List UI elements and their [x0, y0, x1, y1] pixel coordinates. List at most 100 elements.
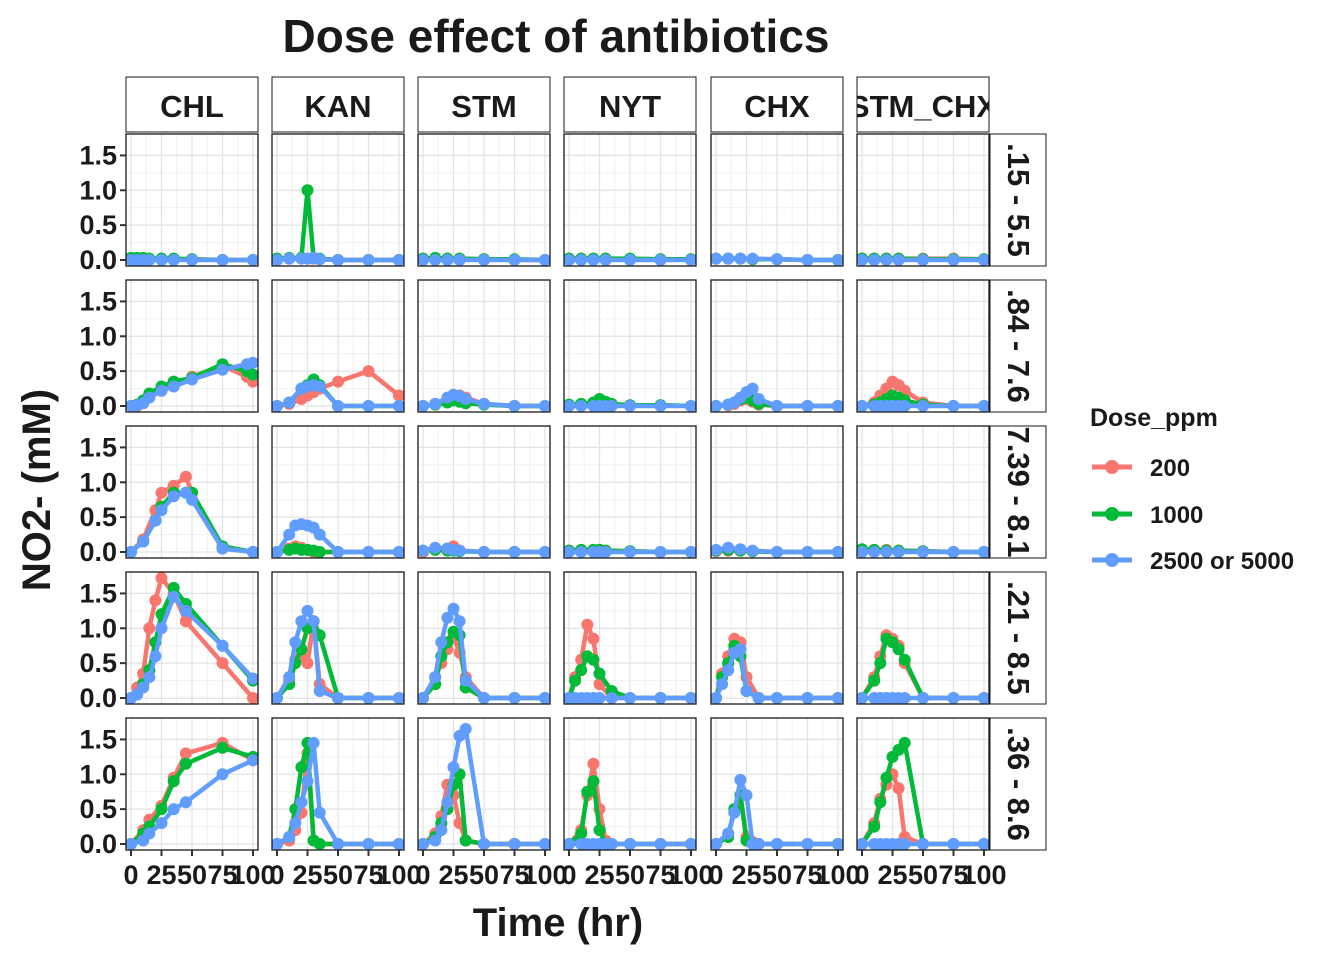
series-line: [275, 608, 399, 701]
column-strip: STM: [417, 76, 551, 133]
data-point: [575, 400, 588, 412]
data-point: [441, 796, 454, 809]
facet-panel: [710, 717, 844, 851]
data-point: [539, 692, 550, 704]
data-point: [155, 572, 168, 585]
facet-panel: [563, 133, 697, 267]
data-point: [453, 254, 466, 266]
panel-border: [710, 279, 844, 413]
data-point: [978, 546, 989, 558]
data-point: [539, 838, 550, 850]
legend-label: 1000: [1150, 502, 1203, 529]
legend-label: 200: [1150, 455, 1190, 482]
panel-border: [417, 279, 551, 413]
facet-panel: [710, 571, 844, 705]
data-point: [734, 543, 747, 556]
row-strip-box: [989, 571, 1047, 705]
x-tick-label: 100: [376, 860, 421, 890]
data-point: [746, 382, 759, 395]
data-point: [179, 615, 192, 628]
data-point: [167, 254, 180, 266]
x-tick-label: 100: [961, 860, 1006, 890]
row-strip-box: [989, 425, 1047, 559]
panel-series: [272, 518, 404, 558]
row-strip-box: [989, 279, 1047, 413]
data-point: [301, 604, 314, 617]
panel-series: [126, 470, 258, 558]
data-point: [685, 254, 696, 266]
data-point: [857, 400, 868, 412]
panel-border: [125, 133, 259, 267]
data-point: [167, 590, 180, 603]
y-tick-label: 0.0: [79, 829, 117, 859]
data-point: [313, 838, 326, 850]
row-strip-label-wrap: 7.39 - 8.1: [1001, 427, 1036, 558]
row-strip-label: .15 - 5.5: [1001, 143, 1036, 257]
panel-series: [564, 618, 696, 704]
data-point: [155, 384, 168, 397]
data-point: [898, 838, 911, 850]
data-point: [654, 400, 667, 412]
data-point: [295, 615, 308, 628]
data-point: [301, 184, 314, 197]
legend-key-point: [1105, 507, 1119, 521]
data-point: [478, 838, 490, 850]
data-point: [283, 396, 296, 409]
column-strip-box: [710, 76, 844, 133]
row-strip-label-wrap: .36 - 8.6: [1001, 727, 1036, 841]
data-point: [418, 692, 429, 704]
data-point: [332, 375, 344, 388]
x-tick-label: 75: [353, 860, 383, 890]
data-point: [711, 838, 722, 850]
data-point: [722, 541, 735, 554]
data-point: [508, 546, 521, 558]
y-tick-label: 1.5: [79, 140, 117, 170]
panel-series: [126, 736, 258, 850]
data-point: [179, 470, 192, 483]
data-point: [272, 692, 283, 704]
data-point: [581, 785, 594, 798]
data-point: [587, 653, 600, 666]
data-point: [362, 692, 375, 704]
data-point: [362, 254, 375, 266]
facet-panel: [856, 571, 990, 705]
y-tick-label: 1.0: [79, 321, 117, 351]
x-tick-label: 100: [522, 860, 567, 890]
data-point: [575, 827, 588, 840]
data-point: [247, 754, 258, 767]
data-point: [272, 838, 283, 850]
column-strip: CHL: [125, 76, 259, 133]
data-point: [624, 254, 636, 266]
column-strip: KAN: [271, 76, 405, 133]
data-point: [832, 692, 843, 704]
y-axis-label: NO2- (mM): [15, 389, 59, 591]
column-strip-box: [856, 76, 990, 133]
data-point: [143, 254, 156, 266]
data-point: [587, 632, 600, 645]
panel-border: [563, 279, 697, 413]
data-point: [624, 838, 636, 850]
data-point: [393, 254, 404, 266]
data-point: [307, 736, 320, 749]
y-tick-label: 0.5: [79, 794, 117, 824]
row-strip-box: [989, 133, 1047, 267]
data-point: [654, 254, 667, 266]
x-tick-label: 25: [584, 860, 614, 890]
data-point: [801, 692, 814, 704]
data-point: [898, 653, 911, 666]
data-point: [179, 796, 192, 809]
y-tick-label: 0.0: [79, 391, 117, 421]
column-strip-label: KAN: [304, 89, 371, 124]
panel-series: [418, 388, 550, 412]
data-point: [272, 254, 283, 266]
data-point: [295, 761, 308, 774]
row-strip-label-wrap: .84 - 7.6: [1001, 289, 1036, 403]
data-point: [917, 400, 929, 412]
data-point: [478, 546, 490, 558]
data-point: [283, 671, 296, 684]
data-point: [167, 775, 180, 788]
panel-series: [272, 184, 404, 266]
data-point: [771, 692, 783, 704]
x-tick-label: 75: [499, 860, 529, 890]
data-point: [832, 838, 843, 850]
